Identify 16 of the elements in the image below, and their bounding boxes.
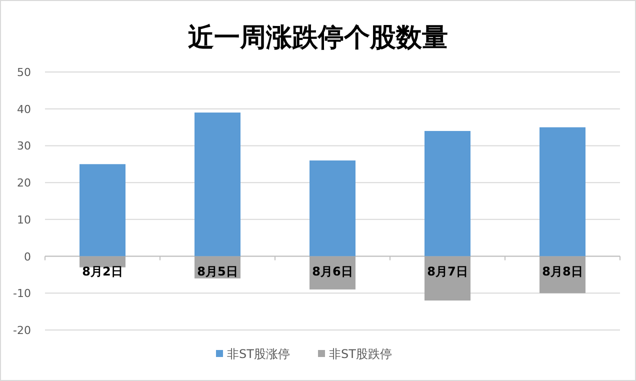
legend-label: 非ST股涨停: [227, 347, 290, 361]
y-tick-label: 10: [17, 213, 31, 226]
x-tick-label: 8月6日: [312, 264, 353, 278]
chart-title: 近一周涨跌停个股数量: [188, 23, 448, 53]
y-tick-label: 0: [24, 250, 31, 264]
legend-label: 非ST股跌停: [329, 347, 392, 361]
x-tick-label: 8月5日: [197, 264, 238, 278]
x-tick-label: 8月8日: [542, 264, 583, 278]
y-tick-label: 50: [17, 66, 31, 79]
x-tick-label: 8月7日: [427, 264, 468, 278]
y-tick-label: -10: [13, 287, 31, 300]
x-tick-label: 8月2日: [82, 264, 123, 278]
y-tick-label: 20: [17, 176, 31, 190]
y-tick-label: 40: [17, 102, 31, 116]
y-tick-label: 30: [17, 140, 31, 153]
y-tick-label: -20: [13, 324, 31, 337]
